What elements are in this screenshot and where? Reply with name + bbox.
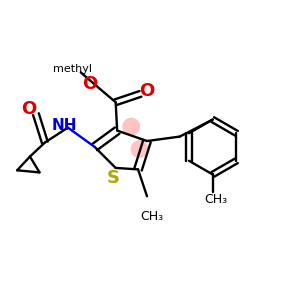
Circle shape — [122, 118, 140, 136]
Text: CH₃: CH₃ — [140, 210, 163, 223]
Text: O: O — [140, 82, 154, 100]
Text: O: O — [21, 100, 37, 118]
Text: CH₃: CH₃ — [204, 193, 227, 206]
Text: methyl: methyl — [53, 64, 92, 74]
Text: NH: NH — [51, 118, 77, 133]
Text: O: O — [82, 75, 97, 93]
Text: S: S — [107, 169, 120, 188]
Circle shape — [130, 140, 148, 158]
